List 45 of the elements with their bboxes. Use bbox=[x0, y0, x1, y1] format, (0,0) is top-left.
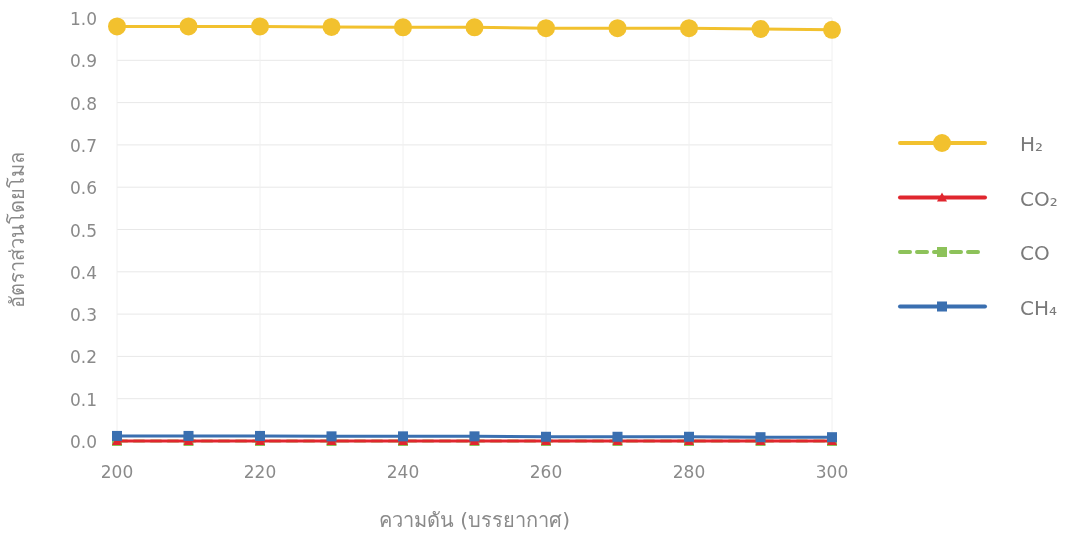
point bbox=[179, 17, 198, 36]
x-tick-label: 280 bbox=[672, 462, 706, 482]
legend-label: CH₄ bbox=[1020, 295, 1058, 320]
y-tick-label: 0.6 bbox=[69, 178, 97, 199]
x-tick-label: 300 bbox=[815, 462, 849, 482]
point bbox=[326, 431, 337, 442]
point bbox=[394, 18, 412, 37]
y-tick-label: 0.1 bbox=[69, 389, 97, 410]
y-tick-label: 1.0 bbox=[69, 9, 97, 29]
point bbox=[684, 431, 694, 442]
y-tick-label: 0.8 bbox=[69, 93, 97, 114]
y-tick-label: 0.4 bbox=[69, 262, 97, 283]
legend-label: H₂ bbox=[1020, 132, 1044, 156]
point bbox=[751, 20, 770, 38]
point bbox=[469, 431, 480, 442]
point bbox=[541, 431, 551, 442]
x-tick-label: 240 bbox=[386, 462, 420, 482]
point bbox=[823, 20, 841, 39]
y-tick-label: 0.7 bbox=[69, 135, 97, 156]
point bbox=[108, 17, 126, 36]
y-tick-label: 0.3 bbox=[69, 305, 97, 326]
x-tick-label: 220 bbox=[243, 462, 277, 482]
point bbox=[827, 432, 837, 443]
x-tick-label: 200 bbox=[100, 462, 134, 482]
y-tick-label: 0.2 bbox=[69, 347, 97, 368]
point bbox=[251, 17, 269, 36]
x-axis-title: ความดัน (บรรยากาศ) bbox=[379, 508, 570, 532]
point bbox=[465, 18, 484, 37]
point bbox=[183, 430, 194, 441]
y-axis-title: อัตราส่วนโดยโมล bbox=[5, 151, 29, 308]
x-tick-label: 260 bbox=[529, 462, 563, 482]
y-tick-label: 0.5 bbox=[69, 220, 97, 241]
point bbox=[255, 430, 265, 441]
point bbox=[537, 19, 555, 38]
point bbox=[755, 432, 766, 443]
point bbox=[112, 430, 122, 441]
point bbox=[680, 19, 698, 38]
point bbox=[608, 19, 627, 38]
legend-label: CO bbox=[1020, 241, 1050, 265]
legend-label: CO₂ bbox=[1020, 186, 1058, 211]
point bbox=[322, 17, 341, 36]
point bbox=[398, 431, 408, 442]
y-tick-label: 0.0 bbox=[69, 432, 97, 452]
y-tick-label: 0.9 bbox=[69, 51, 97, 72]
point bbox=[612, 431, 623, 442]
